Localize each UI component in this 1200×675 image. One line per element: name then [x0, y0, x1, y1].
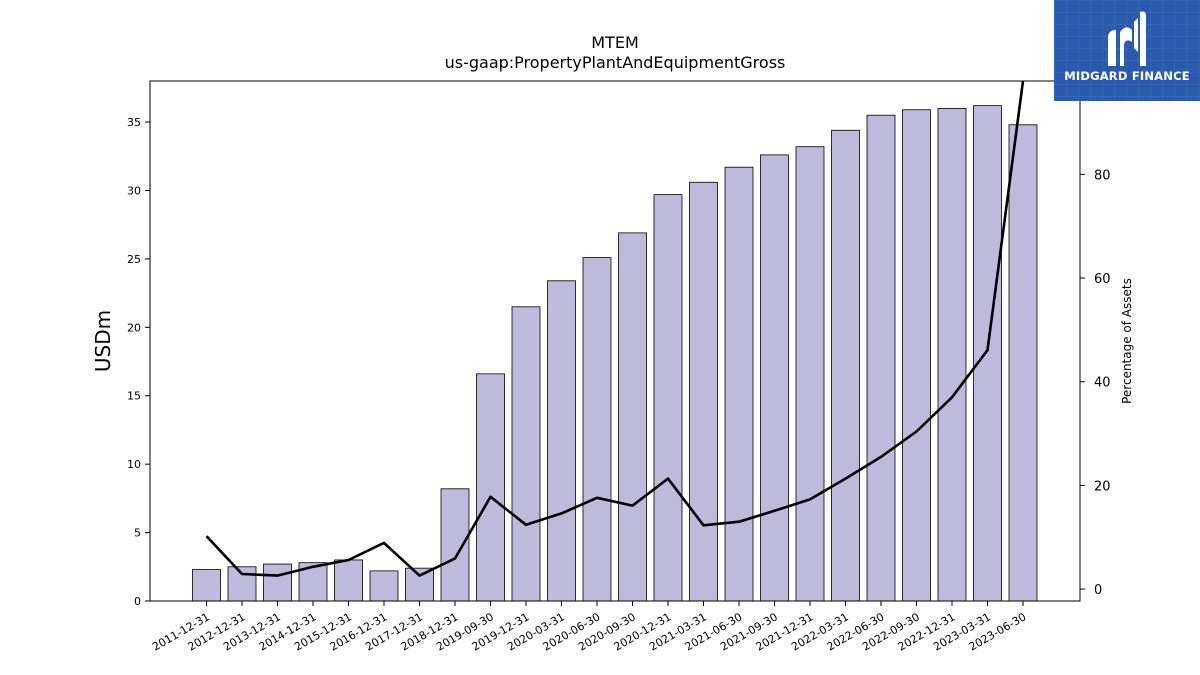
bar: [369, 570, 399, 602]
bar: [263, 563, 292, 602]
bar: [582, 257, 612, 602]
y-tick-label: 15: [127, 390, 141, 403]
bar: [618, 232, 647, 602]
series-line: [205, 81, 1025, 577]
y2-tick-label: 40: [1094, 376, 1111, 391]
y-tick-label: 5: [134, 527, 141, 540]
y2-tick-label: 20: [1094, 479, 1111, 494]
plot-frame: [149, 80, 1081, 602]
chart-title: MTEM: [591, 33, 639, 52]
bar: [653, 194, 683, 602]
bar: [511, 306, 541, 602]
bar: [973, 105, 1002, 602]
y-tick-label: 10: [127, 458, 141, 471]
chart-subtitle: us-gaap:PropertyPlantAndEquipmentGross: [444, 53, 786, 72]
y-tick-label: 35: [127, 116, 141, 129]
bar: [227, 566, 257, 602]
bar: [547, 280, 576, 602]
bar: [724, 166, 754, 602]
bar: [689, 181, 718, 602]
bar: [902, 109, 931, 602]
y-tick-label: 30: [127, 184, 141, 197]
y-tick-label: 0: [134, 595, 141, 608]
bar: [795, 146, 825, 602]
bar: [760, 154, 789, 602]
bar: [866, 114, 896, 602]
y2-tick-label: 80: [1094, 168, 1111, 183]
y-axis-label: USDm: [91, 310, 115, 372]
y-tick-label: 25: [127, 253, 141, 266]
bar: [1008, 124, 1038, 602]
logo-mark-icon: [1108, 11, 1146, 66]
bar: [440, 488, 470, 602]
bar: [831, 129, 860, 602]
bar: [937, 107, 967, 602]
bar: [192, 569, 221, 602]
bar: [334, 559, 363, 602]
bar: [476, 373, 505, 602]
y2-tick-label: 60: [1094, 272, 1111, 287]
y2-tick-label: 0: [1094, 583, 1102, 598]
logo-text: MIDGARD FINANCE: [1064, 69, 1190, 83]
brand-logo: MIDGARD FINANCE: [1054, 0, 1200, 101]
y-tick-label: 20: [127, 321, 141, 334]
y2-axis-label: Percentage of Assets: [1120, 278, 1134, 404]
bar: [405, 567, 434, 602]
